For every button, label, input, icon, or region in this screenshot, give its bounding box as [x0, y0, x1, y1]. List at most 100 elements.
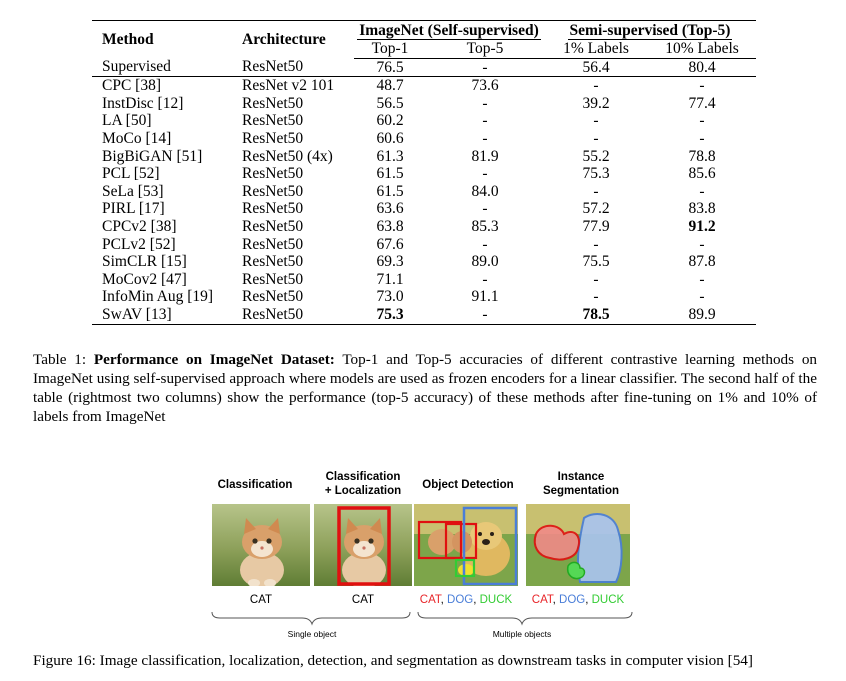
table-row: SwAV [13] ResNet50 75.3-78.5 89.9	[92, 305, 756, 325]
cell-top1: 60.2	[376, 112, 404, 130]
table-row: InstDisc [12] ResNet50 56.5 - 39.2 77.4	[92, 95, 756, 113]
cell-arch: ResNet v2 101	[242, 77, 335, 95]
label-detection: CAT, DOG, DUCK	[419, 594, 513, 606]
multiple-objects-label: Multiple objects	[492, 629, 552, 639]
cell-l10: -	[699, 129, 705, 147]
table-row: CPC [38] ResNet v2 101 48.7 73.6 - -	[92, 77, 756, 95]
cell-top5: -	[426, 58, 544, 78]
cell-top5: -	[482, 94, 488, 112]
cell-top1: 61.3	[376, 147, 404, 165]
table-row: SimCLR [15] ResNet50 69.3 89.0 75.5 87.8	[92, 253, 756, 271]
table-caption-bold: Performance on ImageNet Dataset:	[93, 351, 335, 368]
localization-box	[337, 506, 391, 586]
cell-method: MoCo [14]	[102, 129, 172, 147]
cell-l1: 55.2	[582, 147, 610, 165]
table-row: LA [50] ResNet50 60.2 - - -	[92, 112, 756, 130]
cell-arch: ResNet50	[242, 270, 304, 288]
col-header-top5: Top-5	[426, 40, 544, 59]
col-header-method: Method	[92, 20, 242, 59]
table-row: PCL [52] ResNet50 61.5 - 75.3 85.6	[92, 165, 756, 183]
cell-method: SimCLR [15]	[102, 253, 187, 271]
cell-l1: -	[593, 112, 599, 130]
cell-method: InstDisc [12]	[102, 94, 184, 112]
cell-top1: 60.6	[376, 129, 404, 147]
col-header-top1: Top-1	[354, 40, 426, 59]
cell-top1: 63.6	[376, 200, 404, 218]
cell-top1: 56.5	[376, 94, 404, 112]
cat-image-classification	[212, 504, 310, 586]
cell-top5: 84.0	[471, 182, 499, 200]
cell-arch: ResNet50	[242, 288, 304, 306]
cell-arch: ResNet50	[242, 217, 304, 235]
cell-method: Supervised	[92, 58, 242, 78]
cell-arch: ResNet50	[242, 182, 304, 200]
cell-l1: 75.3	[582, 165, 610, 183]
label-localization: CAT	[351, 594, 375, 606]
cell-top5: -	[426, 305, 544, 325]
grouping-braces	[211, 611, 633, 626]
cell-l10: 83.8	[688, 200, 716, 218]
table-caption: Table 1: Performance on ImageNet Dataset…	[33, 350, 817, 426]
cell-top5: -	[482, 270, 488, 288]
table-row: Supervised ResNet50 76.5-56.4 80.4	[92, 58, 756, 78]
cell-top1: 69.3	[376, 253, 404, 271]
cell-top1: 48.7	[376, 77, 404, 95]
cell-l10: -	[699, 112, 705, 130]
cell-l10: -	[699, 77, 705, 95]
cell-l10: 78.8	[688, 147, 716, 165]
cell-l1: -	[593, 182, 599, 200]
cell-l1: 39.2	[582, 94, 610, 112]
cell-l1: 78.5	[544, 305, 648, 325]
cell-arch: ResNet50	[242, 235, 304, 253]
cell-l1: -	[593, 288, 599, 306]
cell-arch: ResNet50	[242, 200, 304, 218]
cell-top1: 67.6	[376, 235, 404, 253]
table-caption-body: Top-1 and Top-5 accuracies of different …	[33, 351, 818, 425]
col-header-architecture: Architecture	[242, 20, 354, 59]
cell-l10: 87.8	[688, 253, 716, 271]
table-row: BigBiGAN [51] ResNet50 (4x) 61.3 81.9 55.2 78…	[92, 148, 756, 166]
cell-top5: 81.9	[471, 147, 499, 165]
cv-tasks-figure: Classification Classification + Localizat…	[206, 468, 646, 648]
col-header-10pct: 10% Labels	[648, 40, 756, 59]
results-table: Method Architecture ImageNet (Self-super…	[92, 20, 756, 325]
cell-l10: 77.4	[688, 94, 716, 112]
label-classification: CAT	[249, 594, 273, 606]
cell-l1: 57.2	[582, 200, 610, 218]
cell-top5: 73.6	[471, 77, 499, 95]
cell-l10: -	[699, 270, 705, 288]
cell-l1: -	[593, 77, 599, 95]
cell-arch: ResNet50	[242, 58, 354, 78]
cell-arch: ResNet50	[242, 129, 304, 147]
cell-method: MoCov2 [47]	[102, 270, 187, 288]
cell-arch: ResNet50	[242, 305, 354, 325]
panel-title-detection: Object Detection	[422, 479, 514, 491]
cell-arch: ResNet50 (4x)	[242, 147, 333, 165]
cell-arch: ResNet50	[242, 94, 304, 112]
cell-l1: -	[593, 129, 599, 147]
cell-top5: -	[482, 235, 488, 253]
cell-l1: 75.5	[582, 253, 610, 271]
cell-top5: 89.0	[471, 253, 499, 271]
table-row: CPCv2 [38] ResNet50 63.8 85.3 77.9 91.2	[92, 218, 756, 236]
cell-top5: -	[482, 200, 488, 218]
cell-arch: ResNet50	[242, 112, 304, 130]
cell-top1: 61.5	[376, 182, 404, 200]
cell-top5: -	[482, 112, 488, 130]
table-row: InfoMin Aug [19] ResNet50 73.0 91.1 - -	[92, 288, 756, 306]
col-header-1pct: 1% Labels	[544, 40, 648, 59]
cell-l10: -	[699, 235, 705, 253]
cell-l1: 77.9	[582, 217, 610, 235]
cat-image-localization	[314, 504, 412, 586]
col-group-imagenet: ImageNet (Self-supervised)	[354, 20, 544, 40]
cell-method: CPC [38]	[102, 77, 161, 95]
cell-top1: 71.1	[376, 270, 404, 288]
cell-l10: 91.2	[688, 217, 716, 235]
cell-top5: -	[482, 165, 488, 183]
cell-top5: -	[482, 129, 488, 147]
cell-top1: 75.3	[354, 305, 426, 325]
cell-l10: 80.4	[648, 58, 756, 78]
cell-method: PIRL [17]	[102, 200, 165, 218]
panel-title-segmentation: Instance Segmentation	[542, 471, 620, 497]
segmentation-image	[526, 504, 630, 586]
